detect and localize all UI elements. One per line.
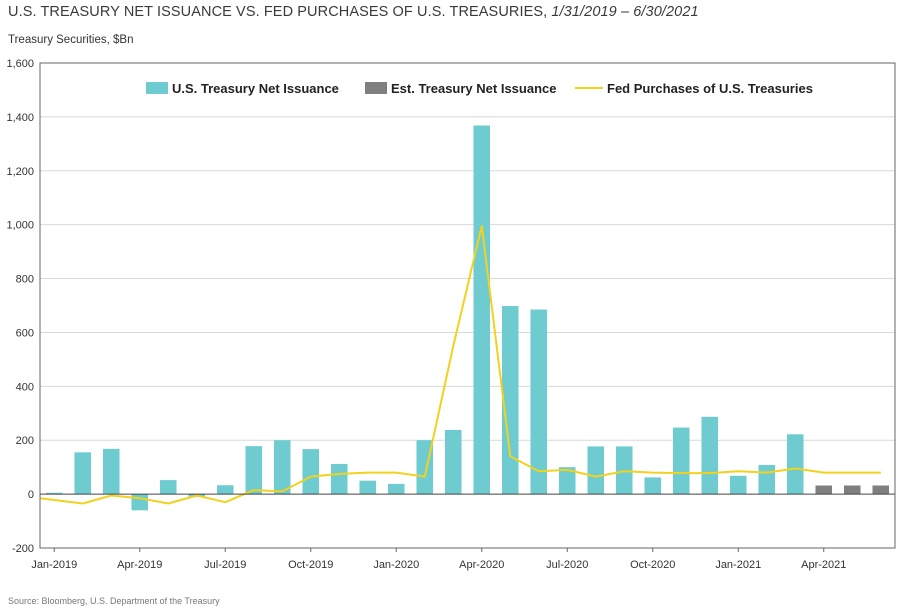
legend-label: U.S. Treasury Net Issuance bbox=[172, 81, 339, 96]
plot-frame bbox=[39, 62, 896, 549]
fed-purchases-line bbox=[39, 225, 881, 505]
issuance-bar bbox=[302, 449, 320, 495]
x-tick-label: Apr-2020 bbox=[459, 559, 504, 571]
x-tick-label: Apr-2019 bbox=[117, 559, 162, 571]
y-tick-label: 1,200 bbox=[6, 166, 34, 178]
issuance-bar bbox=[387, 483, 405, 495]
issuance-bar bbox=[159, 480, 177, 495]
y-tick-label: 0 bbox=[28, 489, 34, 501]
issuance-bar bbox=[530, 309, 548, 495]
y-tick-label: 800 bbox=[16, 274, 34, 286]
source-note: Source: Bloomberg, U.S. Department of th… bbox=[8, 596, 220, 606]
legend-label: Fed Purchases of U.S. Treasuries bbox=[607, 81, 813, 96]
legend-item-fed-purchases[interactable]: Fed Purchases of U.S. Treasuries bbox=[575, 81, 813, 96]
issuance-bar bbox=[245, 446, 263, 495]
issuance-bar bbox=[587, 446, 605, 495]
x-tick-label: Jan-2019 bbox=[31, 559, 77, 571]
estimated-issuance-bar bbox=[843, 485, 861, 495]
x-tick-label: Oct-2020 bbox=[630, 559, 675, 571]
issuance-bar bbox=[131, 494, 149, 511]
issuance-bar bbox=[273, 440, 291, 495]
x-tick-label: Apr-2021 bbox=[801, 559, 846, 571]
issuance-bar bbox=[102, 448, 120, 495]
y-tick-label: 1,000 bbox=[6, 220, 34, 232]
y-tick-label: 600 bbox=[16, 327, 34, 339]
issuance-bar bbox=[501, 306, 519, 495]
chart-title: U.S. TREASURY NET ISSUANCE VS. FED PURCH… bbox=[8, 4, 699, 20]
y-tick-label: -200 bbox=[12, 543, 34, 555]
y-axis-unit-label: Treasury Securities, $Bn bbox=[8, 34, 134, 46]
title-period: 1/31/2019 – 6/30/2021 bbox=[551, 4, 699, 20]
issuance-bar bbox=[330, 463, 348, 495]
issuance-bar bbox=[701, 416, 719, 495]
y-tick-label: 400 bbox=[16, 381, 34, 393]
title-text: U.S. TREASURY NET ISSUANCE VS. FED PURCH… bbox=[8, 4, 548, 20]
issuance-bar bbox=[558, 467, 576, 495]
issuance-bar bbox=[758, 465, 776, 495]
issuance-bar bbox=[359, 480, 377, 495]
y-tick-label: 1,600 bbox=[6, 58, 34, 70]
legend-swatch bbox=[146, 82, 168, 94]
legend-item-estimated[interactable]: Est. Treasury Net Issuance bbox=[365, 81, 556, 96]
legend-swatch bbox=[365, 82, 387, 94]
issuance-bar bbox=[473, 125, 491, 495]
legend-item-issuance[interactable]: U.S. Treasury Net Issuance bbox=[146, 81, 339, 96]
legend-label: Est. Treasury Net Issuance bbox=[391, 81, 556, 96]
bars bbox=[45, 125, 890, 511]
fed-purchases-line-layer bbox=[39, 225, 881, 505]
x-tick-label: Oct-2019 bbox=[288, 559, 333, 571]
estimated-issuance-bar bbox=[815, 485, 833, 495]
x-tick-label: Jan-2020 bbox=[373, 559, 419, 571]
y-tick-label: 1,400 bbox=[6, 112, 34, 124]
issuance-bar bbox=[786, 434, 804, 495]
issuance-bar bbox=[45, 492, 63, 495]
estimated-issuance-bar bbox=[872, 485, 890, 495]
x-tick-label: Jul-2019 bbox=[204, 559, 246, 571]
x-tick-label: Jan-2021 bbox=[715, 559, 761, 571]
x-tick-label: Jul-2020 bbox=[546, 559, 588, 571]
legend[interactable]: U.S. Treasury Net Issuance Est. Treasury … bbox=[146, 81, 813, 96]
axes: -200 0 200 400 600 800 1,000 1,200 1,400 1,600 Jan… bbox=[6, 58, 896, 571]
y-tick-label: 200 bbox=[16, 435, 34, 447]
issuance-bar bbox=[672, 427, 690, 495]
issuance-bar bbox=[644, 477, 662, 495]
issuance-bar bbox=[444, 429, 462, 495]
issuance-bar bbox=[216, 485, 234, 495]
issuance-bar bbox=[729, 475, 747, 495]
issuance-bar bbox=[74, 452, 92, 495]
